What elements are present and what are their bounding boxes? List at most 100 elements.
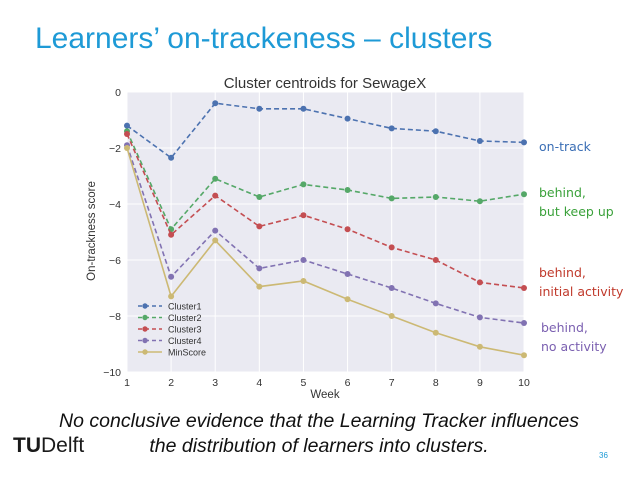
logo-delft: Delft <box>41 434 85 457</box>
data-point-minscore <box>388 313 395 319</box>
plot-area <box>127 92 524 372</box>
y-tick-label: −8 <box>109 311 121 323</box>
data-point-minscore <box>344 296 351 303</box>
legend-marker-cluster1 <box>142 303 148 309</box>
slide-caption: No conclusive evidence that the Learning… <box>0 409 638 459</box>
y-tick-label: −4 <box>109 199 121 211</box>
annotation-line: initial activity <box>539 284 624 299</box>
data-point-cluster1 <box>476 138 483 144</box>
annotation-3: behind, initial activity <box>539 263 623 301</box>
annotation-line: behind, <box>539 265 586 280</box>
data-point-cluster4 <box>300 257 307 263</box>
data-point-cluster2 <box>521 191 527 198</box>
data-point-cluster1 <box>256 105 263 112</box>
data-point-cluster2 <box>432 194 439 200</box>
legend-marker-cluster3 <box>142 326 148 332</box>
x-tick-label: 3 <box>212 377 218 389</box>
series-line-cluster4 <box>126 144 525 324</box>
x-tick-label: 7 <box>389 377 395 389</box>
data-point-cluster1 <box>388 125 395 132</box>
x-tick-label: 6 <box>345 377 351 389</box>
legend-marker-cluster2 <box>142 314 148 321</box>
data-point-cluster1 <box>124 122 130 129</box>
x-tick-label: 5 <box>301 377 307 389</box>
logo-tu: TU <box>13 434 41 457</box>
legend-label-cluster2: Cluster2 <box>168 313 202 323</box>
annotation-line: no activity <box>541 339 607 354</box>
data-point-cluster1 <box>521 139 527 146</box>
data-point-cluster1 <box>168 154 175 161</box>
data-point-cluster4 <box>432 300 439 307</box>
legend-label-minscore: MinScore <box>168 348 206 358</box>
data-point-minscore <box>521 352 527 359</box>
data-point-cluster4 <box>256 265 263 272</box>
y-tick-label: 0 <box>115 87 121 99</box>
x-tick-label: 8 <box>433 377 439 389</box>
annotation-line: behind, <box>539 185 586 200</box>
data-point-cluster2 <box>300 181 307 188</box>
data-point-minscore <box>300 278 307 284</box>
legend-marker-minscore <box>142 349 148 355</box>
data-point-cluster3 <box>124 131 130 137</box>
data-point-cluster2 <box>388 195 395 202</box>
data-point-cluster4 <box>388 285 395 291</box>
data-point-cluster3 <box>476 279 483 286</box>
legend-label-cluster4: Cluster4 <box>168 336 202 346</box>
legend-label-cluster3: Cluster3 <box>168 325 202 335</box>
data-point-cluster2 <box>212 175 219 182</box>
data-point-cluster3 <box>168 231 175 238</box>
x-tick-label: 4 <box>256 377 262 389</box>
data-point-cluster2 <box>256 194 263 200</box>
series-line-cluster3 <box>126 133 525 289</box>
caption-line-1: No conclusive evidence that the Learning… <box>59 410 579 432</box>
data-point-cluster2 <box>344 187 351 193</box>
x-tick-label: 1 <box>124 377 130 389</box>
data-point-cluster3 <box>344 226 351 233</box>
series-line-minscore <box>126 147 525 356</box>
series-line-cluster1 <box>126 102 525 159</box>
legend-label-cluster1: Cluster1 <box>168 302 202 312</box>
data-point-cluster4 <box>212 227 219 234</box>
x-tick-label: 9 <box>477 377 483 389</box>
data-point-minscore <box>212 237 219 244</box>
y-axis-label: On-trackness score <box>86 181 98 281</box>
series-line-cluster2 <box>126 130 525 231</box>
x-tick-label: 10 <box>518 377 530 389</box>
annotation-line: on-track <box>539 139 591 154</box>
page-number: 36 <box>599 451 608 460</box>
data-point-cluster1 <box>300 105 307 112</box>
data-point-cluster1 <box>432 128 439 135</box>
annotation-4: behind, no activity <box>541 318 607 356</box>
legend-marker-cluster4 <box>142 337 148 344</box>
slide-title: Learners’ on-trackeness – clusters <box>35 22 493 55</box>
data-point-cluster1 <box>212 100 219 107</box>
data-point-cluster3 <box>521 285 527 291</box>
data-point-minscore <box>168 293 175 300</box>
annotation-line: but keep up <box>539 204 614 219</box>
data-point-cluster4 <box>521 320 527 326</box>
data-point-cluster3 <box>212 192 219 199</box>
data-point-minscore <box>124 145 130 151</box>
data-point-cluster4 <box>476 314 483 321</box>
x-axis-label: Week <box>310 389 339 401</box>
y-tick-label: −10 <box>103 367 121 379</box>
y-tick-label: −6 <box>109 255 121 267</box>
data-point-cluster3 <box>300 212 307 219</box>
annotation-1: on-track <box>539 137 591 156</box>
data-point-cluster3 <box>256 223 263 230</box>
data-point-cluster3 <box>432 257 439 263</box>
data-point-minscore <box>432 329 439 336</box>
data-point-cluster4 <box>344 271 351 277</box>
y-tick-label: −2 <box>109 143 121 155</box>
annotation-line: behind, <box>541 320 588 335</box>
data-point-cluster3 <box>388 244 395 251</box>
caption-line-2: the distribution of learners into cluste… <box>149 435 489 457</box>
tudelft-logo: TUDelft <box>13 434 84 458</box>
x-tick-label: 2 <box>168 377 174 389</box>
annotation-2: behind, but keep up <box>539 183 614 221</box>
data-point-minscore <box>256 283 263 290</box>
data-point-cluster2 <box>476 198 483 205</box>
chart-title: Cluster centroids for SewageX <box>224 75 427 92</box>
data-point-cluster4 <box>168 273 175 280</box>
